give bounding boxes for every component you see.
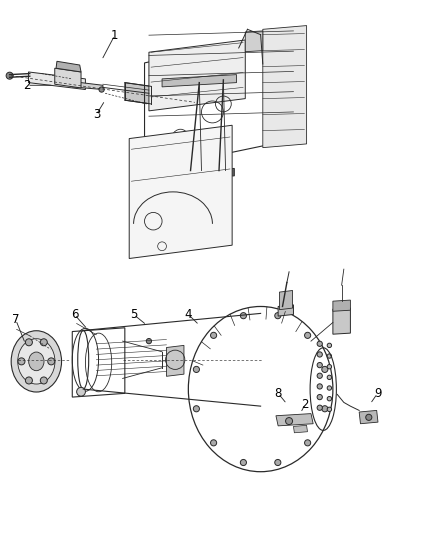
Polygon shape: [56, 61, 81, 72]
Circle shape: [99, 87, 104, 92]
Circle shape: [48, 358, 55, 365]
Text: 7: 7: [12, 313, 20, 326]
Ellipse shape: [29, 352, 44, 371]
Polygon shape: [293, 425, 307, 433]
Circle shape: [6, 72, 13, 79]
Circle shape: [25, 377, 32, 384]
Polygon shape: [166, 345, 184, 376]
Text: 1: 1: [111, 29, 119, 42]
Circle shape: [193, 406, 199, 412]
Polygon shape: [55, 68, 81, 88]
Circle shape: [304, 332, 311, 338]
Circle shape: [327, 407, 332, 411]
Polygon shape: [278, 305, 293, 316]
Circle shape: [240, 459, 247, 465]
Polygon shape: [333, 300, 350, 311]
Circle shape: [40, 339, 47, 346]
Circle shape: [327, 365, 332, 369]
Circle shape: [317, 352, 322, 357]
Circle shape: [275, 459, 281, 465]
Circle shape: [146, 338, 152, 344]
Ellipse shape: [11, 330, 61, 392]
Polygon shape: [162, 75, 237, 87]
Circle shape: [286, 417, 293, 425]
Text: 4: 4: [184, 308, 192, 321]
Polygon shape: [129, 125, 232, 259]
Text: 9: 9: [374, 387, 381, 400]
Polygon shape: [333, 308, 350, 334]
Circle shape: [317, 405, 322, 410]
Circle shape: [18, 358, 25, 365]
Polygon shape: [28, 72, 85, 90]
Circle shape: [211, 440, 217, 446]
Circle shape: [193, 366, 199, 373]
Polygon shape: [276, 414, 313, 426]
Polygon shape: [206, 168, 234, 177]
Text: 5: 5: [130, 308, 137, 321]
Polygon shape: [125, 83, 151, 104]
Circle shape: [327, 386, 332, 390]
Polygon shape: [72, 82, 103, 90]
Circle shape: [211, 332, 217, 338]
Circle shape: [40, 377, 47, 384]
Polygon shape: [263, 26, 307, 148]
Text: 6: 6: [71, 308, 78, 321]
Circle shape: [304, 440, 311, 446]
Ellipse shape: [18, 339, 55, 384]
Text: 3: 3: [93, 108, 100, 121]
Polygon shape: [279, 290, 293, 310]
Circle shape: [77, 387, 85, 396]
Circle shape: [317, 394, 322, 400]
Polygon shape: [245, 31, 263, 52]
Circle shape: [327, 354, 332, 358]
Text: 8: 8: [275, 387, 282, 400]
Text: 2: 2: [301, 398, 309, 410]
Circle shape: [317, 341, 322, 346]
Polygon shape: [149, 40, 245, 111]
Circle shape: [317, 373, 322, 378]
Circle shape: [240, 313, 247, 319]
Polygon shape: [175, 169, 204, 178]
Circle shape: [327, 343, 332, 348]
Circle shape: [317, 362, 322, 368]
Circle shape: [327, 397, 332, 401]
Text: 2: 2: [23, 79, 31, 92]
Circle shape: [25, 339, 32, 346]
Polygon shape: [359, 410, 378, 424]
Circle shape: [317, 384, 322, 389]
Circle shape: [322, 406, 328, 412]
Circle shape: [322, 366, 328, 373]
Circle shape: [327, 375, 332, 379]
Circle shape: [275, 313, 281, 319]
Circle shape: [366, 414, 372, 421]
